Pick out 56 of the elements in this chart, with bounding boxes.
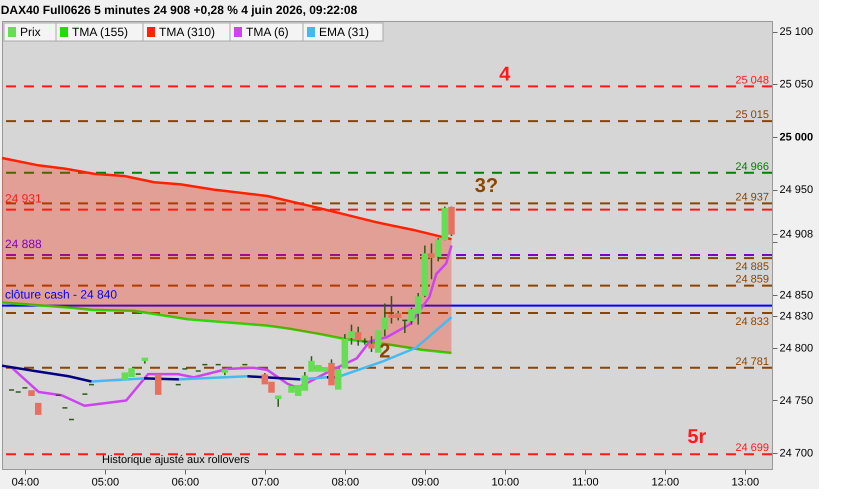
legend-label: TMA (310) xyxy=(159,25,216,39)
candlestick xyxy=(368,335,375,353)
annotation: 2 xyxy=(379,340,390,363)
ref-line-label: clôture cash - 24 840 xyxy=(5,288,118,302)
legend-label: TMA (6) xyxy=(246,25,289,39)
y-tick-label: 25 000 xyxy=(780,131,814,144)
candlestick xyxy=(382,302,388,337)
legend-label: EMA (31) xyxy=(319,25,370,39)
ref-line-label: 24 833 xyxy=(735,316,769,328)
y-tick-label: 24 908 xyxy=(780,228,814,240)
x-tick-label: 05:00 xyxy=(92,476,120,488)
ref-line-label: 24 781 xyxy=(735,356,769,368)
ref-line-label: 24 859 xyxy=(735,274,769,286)
candlestick xyxy=(274,396,282,408)
x-tick-label: 13:00 xyxy=(732,476,760,488)
x-tick-label: 07:00 xyxy=(252,476,280,488)
candlestick xyxy=(354,326,362,346)
legend-label: Prix xyxy=(20,25,41,39)
ref-line-label: 24 937 xyxy=(735,191,769,204)
x-tick-label: 10:00 xyxy=(492,476,520,488)
x-tick-label: 06:00 xyxy=(172,476,200,488)
legend-label: TMA (155) xyxy=(72,25,128,39)
ref-line-label: 24 699 xyxy=(735,442,769,454)
candlestick xyxy=(402,320,408,334)
candlestick xyxy=(348,324,355,346)
annotation: 5r xyxy=(687,426,706,448)
x-tick-label: 12:00 xyxy=(652,476,680,488)
ref-line-label: 25 015 xyxy=(735,109,769,122)
ref-line-label: 25 048 xyxy=(735,74,769,86)
candlestick xyxy=(328,358,335,386)
annotation: Historique ajusté aux rollovers xyxy=(102,454,250,466)
ref-line-label: 24 966 xyxy=(735,160,769,173)
y-tick-label: 25 050 xyxy=(780,78,814,91)
y-tick-label: 24 750 xyxy=(780,394,814,407)
x-tick-label: 08:00 xyxy=(332,476,360,488)
x-tick-label: 11:00 xyxy=(572,476,599,488)
y-tick-label: 24 850 xyxy=(780,290,814,302)
x-tick-label: 09:00 xyxy=(412,476,440,488)
chart-title: DAX40 Full0626 5 minutes 24 908 +0,28 % 4 juin 2026, 09:22:08 xyxy=(0,3,358,17)
line-series xyxy=(0,156,453,240)
y-tick-label: 24 950 xyxy=(780,184,814,196)
y-tick-label: 25 100 xyxy=(780,26,814,38)
ref-line-label: 24 888 xyxy=(5,237,42,252)
candlestick xyxy=(334,369,342,390)
candlestick xyxy=(154,374,162,395)
candlestick xyxy=(34,402,42,415)
candlestick xyxy=(374,330,382,353)
annotation: 4 xyxy=(499,63,512,86)
ref-line-label: 24 931 xyxy=(5,192,42,206)
annotation: 3? xyxy=(474,175,498,198)
y-tick-label: 24 830 xyxy=(780,310,814,323)
candlestick xyxy=(428,242,435,280)
x-tick-label: 04:00 xyxy=(12,476,40,488)
y-tick-label: 24 800 xyxy=(780,342,814,354)
ref-line-label: 24 885 xyxy=(735,261,769,274)
y-tick-label: 24 700 xyxy=(780,448,814,460)
